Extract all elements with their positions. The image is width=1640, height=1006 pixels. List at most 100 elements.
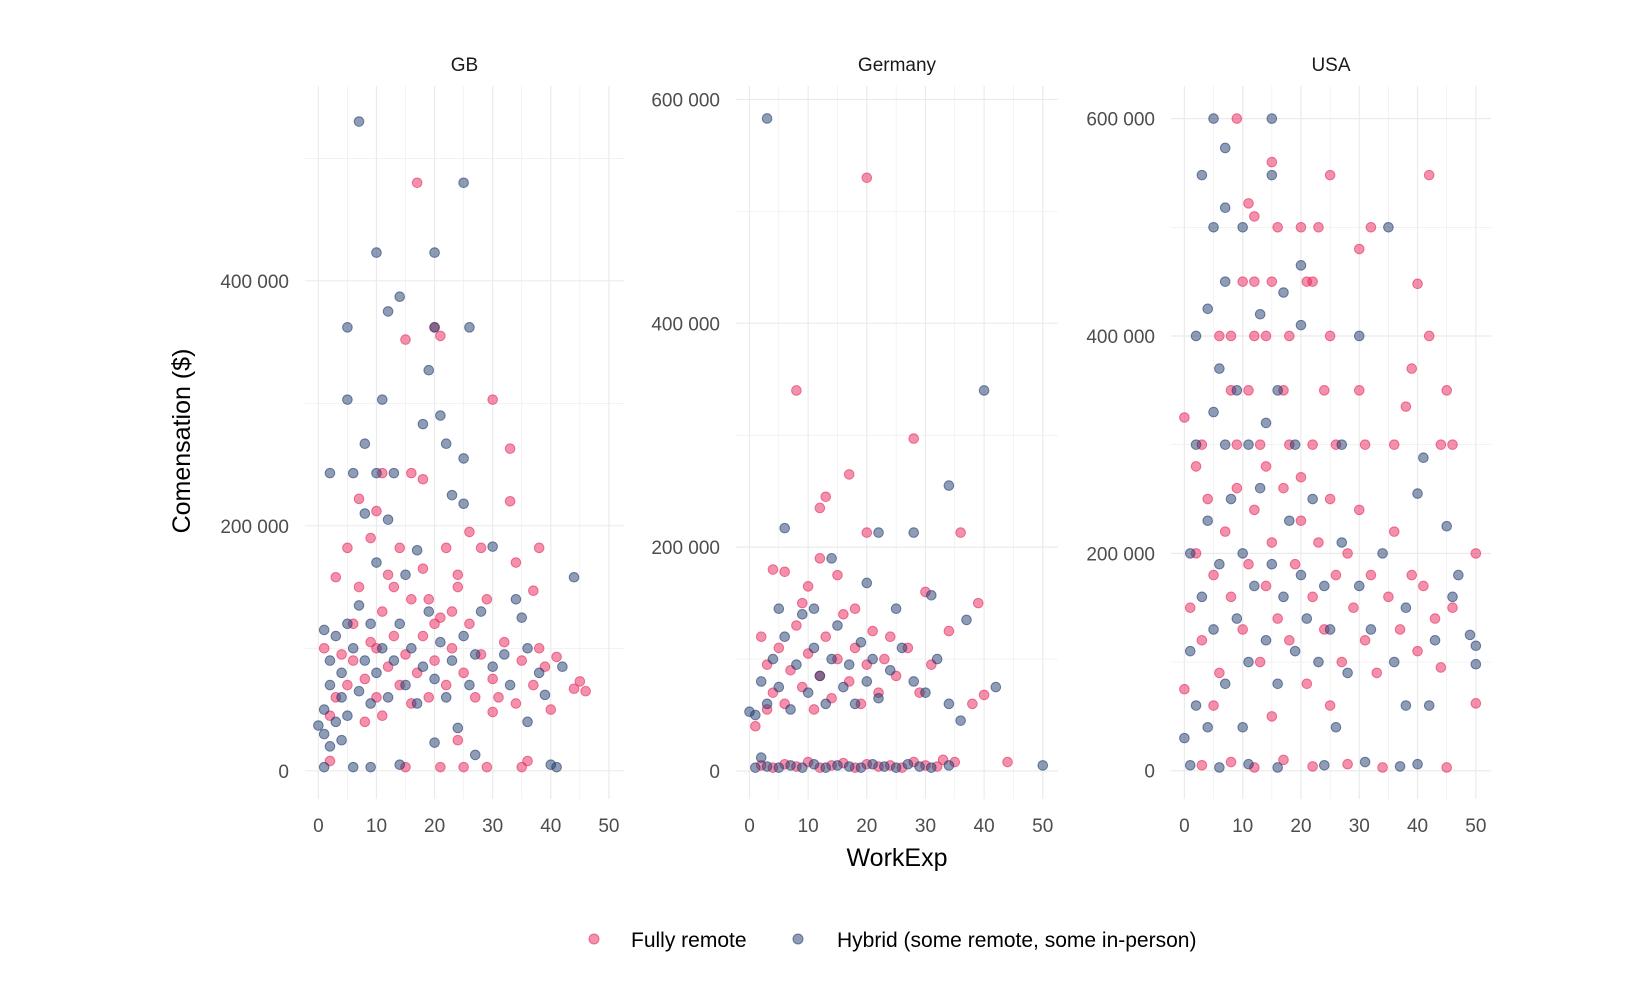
data-point <box>802 581 814 592</box>
data-point <box>1237 221 1248 233</box>
data-point <box>1249 580 1260 592</box>
x-tick-label: 30 <box>915 816 936 837</box>
data-point <box>1342 667 1353 679</box>
data-point <box>1295 471 1307 483</box>
data-point <box>1231 385 1243 396</box>
data-point <box>1278 591 1289 603</box>
data-point <box>1260 330 1272 342</box>
data-point <box>755 631 767 643</box>
data-point <box>376 643 388 654</box>
data-point <box>469 692 481 703</box>
data-point <box>884 631 896 643</box>
data-point <box>1412 645 1423 657</box>
data-point <box>1190 330 1202 342</box>
panel-gb: 0 10 20 30 40 50 0 200 000 400 000 GB <box>220 55 624 837</box>
data-point <box>908 527 920 538</box>
data-point <box>446 489 458 501</box>
data-point <box>843 659 855 670</box>
data-point <box>1412 488 1423 499</box>
data-point <box>330 716 342 728</box>
data-point <box>1313 221 1324 233</box>
data-point <box>1394 624 1406 635</box>
data-point <box>1301 678 1313 690</box>
data-point <box>808 642 820 654</box>
data-point <box>330 571 342 583</box>
data-point <box>955 715 966 726</box>
data-point <box>1249 211 1260 222</box>
data-point <box>406 594 417 605</box>
data-point <box>832 760 843 771</box>
data-point <box>1002 756 1013 768</box>
data-point <box>400 569 411 581</box>
data-point <box>1214 762 1225 773</box>
data-point <box>359 508 371 519</box>
data-point <box>820 698 832 710</box>
data-point <box>1202 493 1214 505</box>
data-point <box>1266 276 1278 287</box>
x-axis-title: WorkExp <box>847 844 948 872</box>
data-point <box>1260 635 1272 646</box>
data-point <box>1208 113 1219 124</box>
data-point <box>376 606 388 617</box>
data-point <box>382 514 394 525</box>
data-point <box>371 505 382 517</box>
data-point <box>1464 629 1476 641</box>
data-point <box>867 759 878 770</box>
data-point <box>1447 602 1458 614</box>
data-point <box>1470 698 1482 709</box>
panel-germany: 0 10 20 30 40 50 0 200 000 400 000 600 000 Germany <box>651 55 1058 837</box>
x-tick-label: 10 <box>798 816 819 837</box>
data-point <box>557 661 568 672</box>
data-point <box>838 681 849 693</box>
data-point <box>336 734 347 746</box>
data-point <box>411 545 423 556</box>
data-point <box>761 761 773 772</box>
data-point <box>469 749 481 761</box>
data-point <box>1243 198 1254 209</box>
data-point <box>400 679 411 691</box>
data-point <box>1441 520 1453 532</box>
data-point <box>1037 760 1049 771</box>
data-point <box>967 698 978 710</box>
data-point <box>353 581 365 593</box>
data-point <box>1295 569 1307 581</box>
data-point <box>750 720 761 732</box>
data-point <box>504 496 516 507</box>
data-point <box>1278 482 1289 494</box>
x-tick-label: 50 <box>598 816 619 837</box>
data-point <box>1365 624 1377 635</box>
x-tick-label: 40 <box>540 816 561 837</box>
data-point <box>382 306 394 317</box>
data-point <box>1324 624 1336 635</box>
data-point <box>808 603 820 615</box>
data-point <box>879 653 890 665</box>
data-point <box>890 762 902 773</box>
data-point <box>1219 439 1231 450</box>
data-point <box>1406 569 1418 581</box>
data-point <box>1184 602 1196 614</box>
data-point <box>855 762 867 773</box>
data-point <box>376 710 388 721</box>
data-point <box>429 673 440 685</box>
data-point <box>1202 303 1214 315</box>
data-point <box>1284 330 1295 342</box>
data-point <box>1219 202 1231 214</box>
data-point <box>423 364 435 376</box>
data-point <box>1225 493 1237 505</box>
data-point <box>429 247 440 258</box>
data-point <box>353 116 365 127</box>
data-point <box>574 676 586 687</box>
data-point <box>440 542 452 554</box>
data-point <box>1336 439 1348 450</box>
data-point <box>1219 526 1231 537</box>
data-point <box>452 569 464 581</box>
data-point <box>1208 406 1219 418</box>
data-point <box>1196 635 1208 646</box>
data-point <box>336 667 347 679</box>
data-point <box>417 630 429 642</box>
data-point <box>808 704 820 715</box>
x-tick-label: 20 <box>1290 816 1311 837</box>
data-point <box>342 322 353 333</box>
data-point <box>1208 221 1219 233</box>
